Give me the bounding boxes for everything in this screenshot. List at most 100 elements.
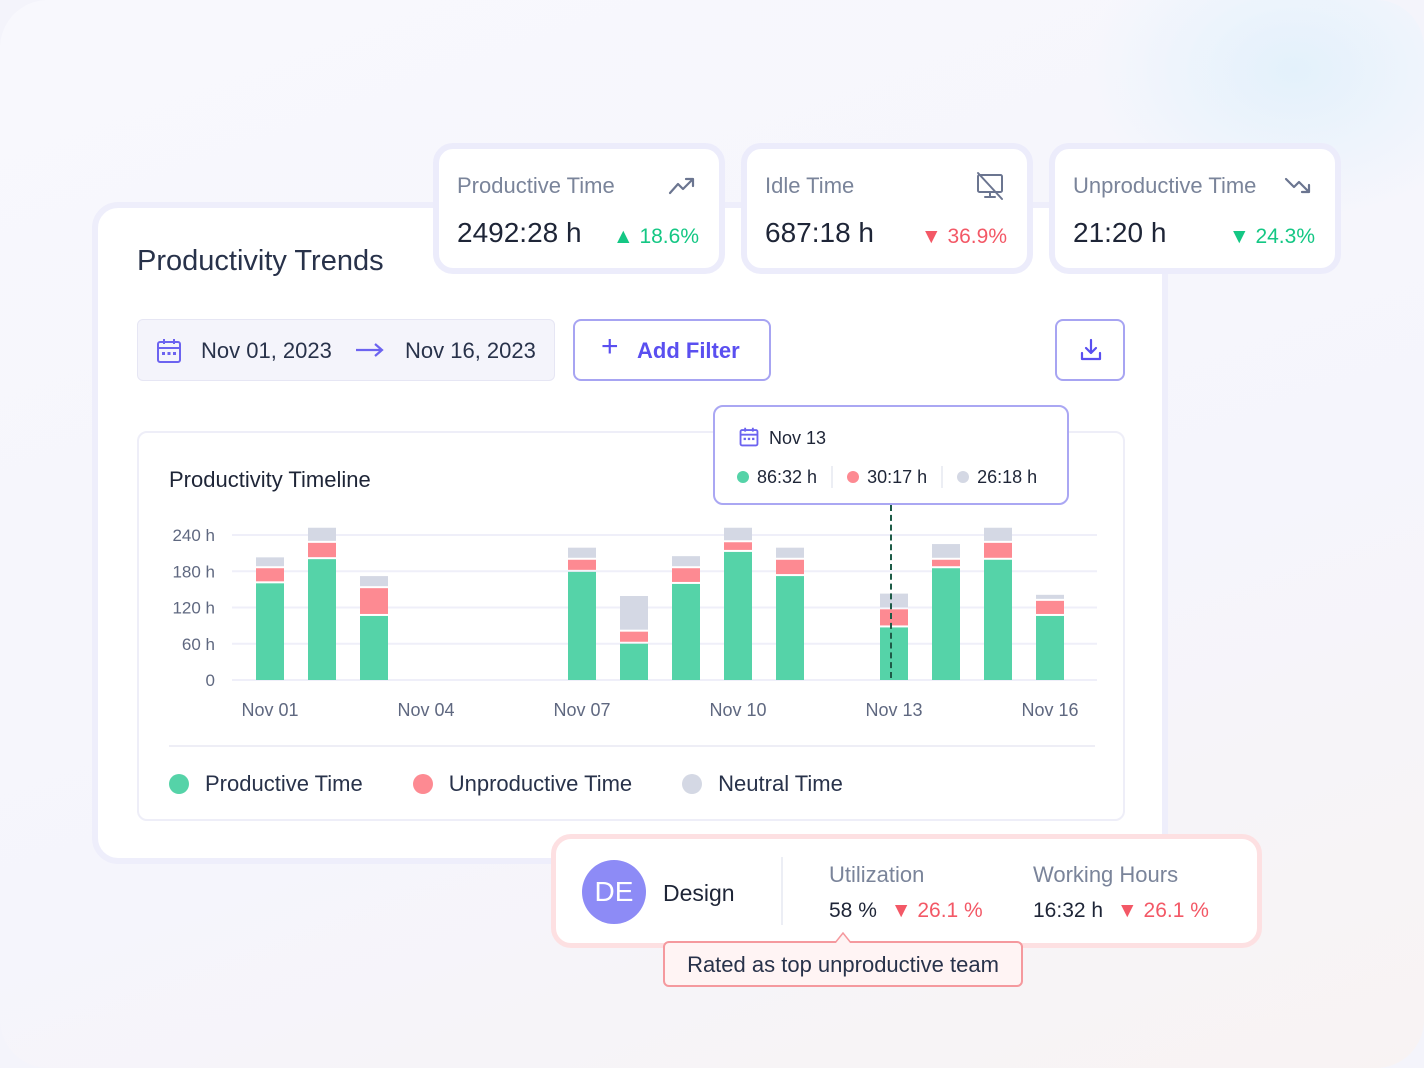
stat-change-value: 24.3% <box>1255 225 1315 248</box>
chart-legend: Productive Time Unproductive Time Neutra… <box>169 771 843 797</box>
bar-productive <box>256 583 284 680</box>
stat-card-productive: Productive Time 2492:28 h ▲ 18.6% <box>433 143 725 274</box>
legend-dot <box>169 774 189 794</box>
bar-unproductive <box>932 559 960 567</box>
stat-change-value: 18.6% <box>639 225 699 248</box>
legend-dot <box>412 774 433 794</box>
legend-divider <box>169 745 1095 747</box>
date-range-picker[interactable]: Nov 01, 2023 Nov 16, 2023 <box>137 319 555 381</box>
bar-unproductive <box>620 631 648 642</box>
bar-unproductive <box>984 542 1012 558</box>
stat-change: ▼ 24.3% <box>1228 225 1315 248</box>
working-hours-value: 16:32 h <box>1033 899 1104 922</box>
tooltip-values: 86:32 h 30:17 h 26:18 h <box>737 466 1037 488</box>
download-icon <box>1080 338 1102 361</box>
y-tick-label: 120 h <box>172 599 215 618</box>
bar-neutral <box>256 557 284 567</box>
badge-pointer <box>835 932 851 943</box>
bar-neutral <box>620 596 648 630</box>
unproductive-dot <box>847 471 860 483</box>
legend-label: Productive Time <box>205 771 363 796</box>
y-tick-label: 180 h <box>172 562 215 581</box>
unproductive-team-badge: Rated as top unproductive team <box>663 932 1023 987</box>
bar-neutral <box>360 576 388 587</box>
page-title: Productivity Trends <box>137 245 384 277</box>
working-hours-label: Working Hours <box>1033 862 1179 887</box>
bar-neutral <box>1036 594 1064 599</box>
bar-neutral <box>984 527 1012 541</box>
stat-label: Unproductive Time <box>1073 173 1257 198</box>
bar-productive <box>308 559 336 680</box>
divider <box>831 466 834 488</box>
bar-unproductive <box>776 559 804 575</box>
end-date: Nov 16, 2023 <box>405 338 536 363</box>
bar-productive <box>1036 615 1064 680</box>
bar-productive <box>880 627 908 680</box>
bar-unproductive <box>256 568 284 582</box>
bar-unproductive <box>568 559 596 570</box>
tooltip-unproductive: 30:17 h <box>867 466 928 487</box>
team-avatar: DE <box>582 860 646 924</box>
team-card[interactable]: DE Design Utilization 58 % ▼ 26.1 % Work… <box>551 834 1262 948</box>
stat-label: Productive Time <box>457 173 615 198</box>
bar-neutral <box>776 547 804 558</box>
bar-neutral <box>932 544 960 558</box>
x-tick-label: Nov 10 <box>709 700 766 720</box>
bar-productive <box>932 568 960 680</box>
stat-card-unproductive: Unproductive Time 21:20 h ▼ 24.3% <box>1049 143 1341 274</box>
bar-productive <box>672 583 700 680</box>
y-tick-label: 0 <box>206 671 215 690</box>
trending-up-icon <box>668 177 695 195</box>
utilization-value: 58 % <box>829 899 877 922</box>
working-hours-change: ▼ 26.1 % <box>1116 899 1209 922</box>
x-tick-label: Nov 04 <box>397 700 454 720</box>
stat-change: ▼ 36.9% <box>920 225 1007 248</box>
calendar-icon <box>157 339 181 363</box>
x-tick-label: Nov 07 <box>553 700 610 720</box>
legend-item-neutral[interactable]: Neutral Time <box>682 771 843 797</box>
bar-productive <box>620 643 648 680</box>
utilization-change-value: 26.1 % <box>917 899 983 922</box>
bar-productive <box>984 559 1012 680</box>
bar-unproductive <box>724 542 752 550</box>
stat-value: 2492:28 h <box>457 217 582 248</box>
bar-unproductive <box>672 568 700 582</box>
bar-neutral <box>672 556 700 567</box>
trending-down-icon <box>1284 177 1311 194</box>
bar-unproductive <box>880 609 908 626</box>
bar-unproductive <box>1036 600 1064 614</box>
arrow-right-icon <box>356 343 384 357</box>
bar-productive <box>360 615 388 680</box>
neutral-dot <box>957 471 970 483</box>
add-filter-button[interactable]: + Add Filter <box>573 319 771 381</box>
stat-label: Idle Time <box>765 173 855 198</box>
divider <box>781 857 783 925</box>
bar-neutral <box>308 527 336 541</box>
stat-value: 21:20 h <box>1073 217 1167 248</box>
working-hours-row: 16:32 h ▼ 26.1 % <box>1033 899 1209 923</box>
badge-text: Rated as top unproductive team <box>687 952 999 977</box>
legend-item-productive[interactable]: Productive Time <box>169 771 363 797</box>
bar-neutral <box>724 527 752 541</box>
calendar-icon <box>739 427 759 447</box>
utilization-row: 58 % ▼ 26.1 % <box>829 899 983 923</box>
plus-icon: + <box>601 330 619 363</box>
legend-item-unproductive[interactable]: Unproductive Time <box>412 771 633 797</box>
productive-dot <box>737 471 749 483</box>
y-tick-label: 240 h <box>172 526 215 545</box>
utilization-label: Utilization <box>829 862 925 887</box>
tooltip-date: Nov 13 <box>769 428 827 448</box>
bar-unproductive <box>308 542 336 558</box>
chart-tooltip: Nov 13 86:32 h 30:17 h 26:18 h <box>713 405 1069 505</box>
stat-change: ▲ 18.6% <box>612 225 699 248</box>
legend-label: Unproductive Time <box>448 771 633 796</box>
hover-indicator-line <box>890 505 892 678</box>
download-button[interactable] <box>1055 319 1125 381</box>
legend-dot <box>682 774 703 794</box>
bar-productive <box>724 551 752 680</box>
y-tick-label: 60 h <box>182 635 215 654</box>
monitor-off-icon <box>977 172 1003 200</box>
start-date: Nov 01, 2023 <box>201 338 332 363</box>
bar-neutral <box>568 547 596 558</box>
